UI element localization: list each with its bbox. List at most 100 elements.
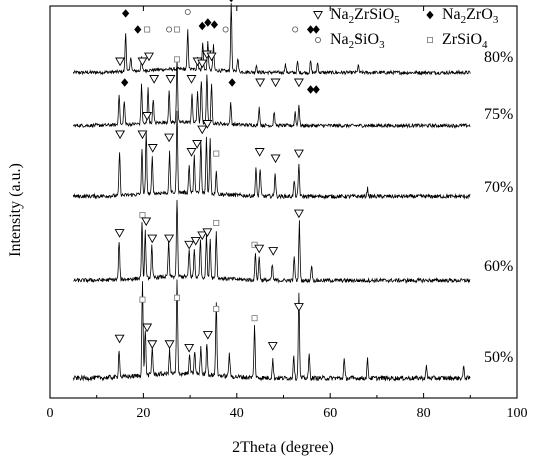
peak-marker-triangle-down-open (141, 217, 152, 227)
x-tick-label: 20 (136, 406, 150, 421)
peak-marker-triangle-down-open (267, 342, 278, 351)
peak-marker-square-open (139, 296, 146, 303)
peak-marker-triangle-down-open (197, 231, 208, 241)
x-tick-label: 40 (230, 406, 244, 421)
peak-marker-triangle-down-open (202, 228, 213, 238)
peak-marker-triangle-down-open (254, 148, 265, 157)
peak-marker-diamond-filled (312, 25, 320, 34)
peak-marker-triangle-down-open (147, 340, 158, 349)
peak-marker-square-open (174, 294, 181, 301)
peak-marker-diamond-filled (121, 78, 129, 87)
peak-marker-square-open (213, 305, 220, 312)
peak-marker-triangle-down-open (270, 78, 281, 88)
peak-marker-triangle-down-open (268, 247, 279, 256)
legend-symbol-circle-open (314, 37, 321, 44)
peak-marker-triangle-down-open (254, 244, 265, 254)
peak-marker-circle-open (184, 8, 191, 15)
xrd-trace (72, 279, 471, 382)
peak-marker-diamond-filled (306, 25, 315, 34)
peak-marker-triangle-down-open (202, 120, 213, 129)
peak-marker-triangle-down-open (114, 334, 125, 344)
peak-marker-square-open (213, 219, 220, 226)
peak-marker-triangle-down-open (184, 344, 195, 353)
legend-label: Na2ZrO3 (442, 6, 499, 26)
peak-marker-square-open (213, 150, 220, 157)
peak-marker-triangle-down-open (192, 140, 203, 149)
peak-marker-triangle-down-open (137, 57, 148, 67)
peak-marker-square-open (174, 26, 181, 33)
peak-marker-square-open (251, 315, 258, 322)
peak-marker-triangle-down-open (149, 75, 160, 84)
x-tick-label: 80 (417, 406, 431, 421)
peak-marker-circle-open (355, 33, 362, 40)
legend: Na2ZrSiO5 Na2ZrO3 Na2SiO3 ZrSiO4 (313, 6, 499, 51)
peak-marker-triangle-down-open (164, 234, 175, 244)
series-label: 70% (484, 179, 513, 196)
peak-marker-triangle-down-open (206, 52, 217, 62)
peak-marker-diamond-filled (198, 21, 206, 31)
peak-marker-triangle-down-open (144, 52, 154, 62)
peak-marker-triangle-down-open (186, 75, 197, 84)
xrd-trace (72, 110, 471, 200)
peak-marker-square-open (144, 26, 151, 33)
peak-marker-diamond-filled (312, 85, 320, 94)
peak-marker-triangle-down-open (164, 340, 175, 349)
peak-marker-triangle-down-open (293, 78, 304, 88)
peak-marker-circle-open (166, 26, 173, 33)
peak-marker-triangle-down-open (147, 234, 158, 244)
peak-marker-triangle-down-open (293, 303, 304, 312)
peak-marker-diamond-filled (228, 78, 236, 87)
peak-marker-triangle-down-open (186, 148, 197, 157)
peak-marker-triangle-down-open (197, 125, 208, 135)
peak-marker-circle-open (292, 26, 299, 33)
xrd-trace (73, 199, 471, 284)
peak-marker-triangle-down-open (184, 240, 195, 250)
peak-marker-triangle-down-open (147, 144, 158, 153)
xrd-trace (72, 3, 471, 76)
legend-label: ZrSiO4 (442, 31, 488, 51)
legend-label: Na2ZrSiO5 (330, 6, 400, 26)
legend-symbol-diamond-filled (426, 10, 434, 20)
peak-marker-triangle-down-open (293, 149, 304, 159)
peak-marker-circle-open (222, 26, 229, 33)
x-axis: 0 20 40 60 80 100 (47, 6, 528, 421)
peak-marker-triangle-down-open (142, 112, 153, 121)
peak-marker-triangle-down-open (164, 133, 175, 143)
x-tick-label: 60 (323, 406, 337, 421)
peak-marker-triangle-down-open (190, 236, 201, 246)
peak-marker-diamond-filled (210, 20, 218, 29)
legend-symbol-triangle-down-open (313, 11, 323, 20)
peak-marker-triangle-down-open (137, 130, 148, 140)
xrd-traces (72, 3, 471, 382)
peak-marker-diamond-filled (204, 18, 212, 27)
peak-marker-triangle-down-open (114, 229, 125, 238)
peak-marker-diamond-filled (122, 9, 130, 18)
series-label: 75% (484, 106, 513, 123)
x-tick-label: 0 (47, 406, 54, 421)
peak-markers (114, 0, 362, 353)
peak-marker-square-open (139, 212, 146, 219)
x-axis-title: 2Theta (degree) (232, 439, 334, 456)
peak-marker-triangle-down-open (202, 330, 213, 340)
series-labels: 80% 75% 70% 60% 50% (484, 49, 513, 366)
peak-marker-triangle-down-open (197, 59, 208, 69)
series-label: 80% (484, 49, 513, 66)
peak-marker-triangle-down-open (115, 57, 126, 67)
xrd-trace (72, 58, 471, 129)
peak-marker-diamond-filled (229, 0, 234, 3)
peak-marker-square-open (174, 56, 181, 63)
legend-label: Na2SiO3 (330, 31, 385, 51)
series-label: 60% (484, 258, 513, 275)
peak-marker-triangle-down-open (142, 323, 153, 333)
y-axis-title: Intensity (a.u.) (7, 163, 24, 257)
x-tick-label: 100 (507, 406, 528, 421)
peak-marker-triangle-down-open (255, 78, 266, 88)
peak-marker-triangle-down-open (270, 154, 281, 164)
series-label: 50% (484, 349, 513, 366)
peak-marker-diamond-filled (134, 25, 142, 34)
peak-marker-diamond-filled (306, 85, 315, 94)
peak-marker-triangle-down-open (165, 75, 176, 84)
legend-symbol-square-open (426, 37, 433, 44)
peak-marker-triangle-down-open (293, 209, 304, 219)
